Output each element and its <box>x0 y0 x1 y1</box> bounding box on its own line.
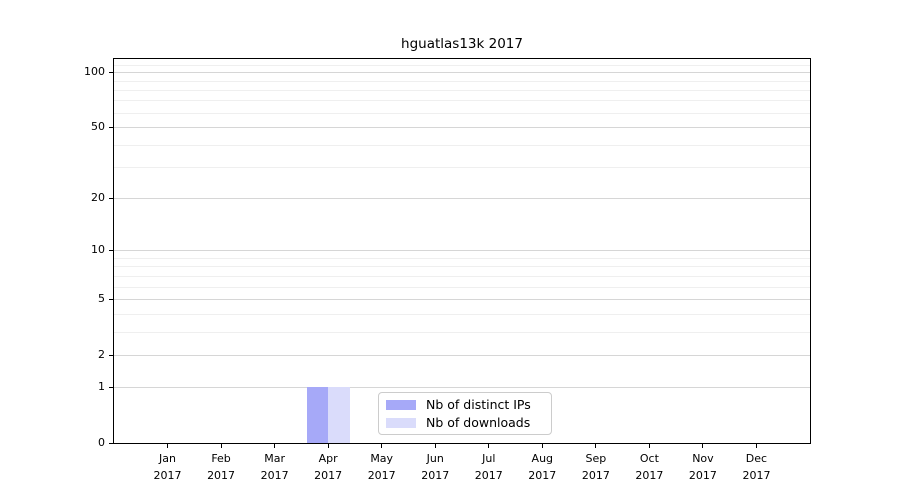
y-tick-mark <box>109 387 113 389</box>
y-tick-mark <box>109 72 113 74</box>
x-tick-label: Jan 2017 <box>138 450 198 484</box>
gridline-minor <box>114 313 810 315</box>
gridline-major <box>114 354 810 356</box>
x-tick-mark <box>488 444 490 448</box>
x-tick-mark <box>434 444 436 448</box>
x-tick-label: Feb 2017 <box>191 450 251 484</box>
x-tick-mark <box>167 444 169 448</box>
x-tick-mark <box>327 444 329 448</box>
y-tick-label: 100 <box>84 65 105 79</box>
plot-area <box>113 58 811 444</box>
y-tick-mark <box>109 198 113 200</box>
legend-label-distinct-ips: Nb of distinct IPs <box>426 397 531 412</box>
legend-swatch-distinct-ips <box>386 399 416 410</box>
x-tick-mark <box>220 444 222 448</box>
x-tick-label: Sep 2017 <box>566 450 626 484</box>
x-tick-year: 2017 <box>421 469 450 482</box>
gridline-major <box>114 127 810 129</box>
x-tick-year: 2017 <box>528 469 557 482</box>
gridline-major <box>114 387 810 389</box>
x-tick-month: Oct <box>639 452 659 465</box>
x-tick-label: Apr 2017 <box>298 450 358 484</box>
x-tick-month: Nov <box>692 452 714 465</box>
x-tick-year: 2017 <box>260 469 289 482</box>
gridline-minor <box>114 331 810 333</box>
x-tick-label: Nov 2017 <box>673 450 733 484</box>
y-tick-mark <box>109 299 113 301</box>
x-tick-month: May <box>370 452 394 465</box>
y-tick-mark <box>109 250 113 252</box>
gridline-major <box>114 250 810 252</box>
chart-title: hguatlas13k 2017 <box>401 36 523 52</box>
gridline-minor <box>114 266 810 268</box>
gridline-minor <box>114 286 810 288</box>
x-tick-label: Jun 2017 <box>405 450 465 484</box>
gridline-major <box>114 198 810 200</box>
y-tick-label: 5 <box>98 292 105 306</box>
x-tick-year: 2017 <box>367 469 396 482</box>
gridline-minor <box>114 80 810 82</box>
gridline-minor <box>114 64 810 66</box>
gridline-minor <box>114 144 810 146</box>
legend-item-distinct-ips: Nb of distinct IPs <box>386 396 551 414</box>
bar-distinct-ips <box>306 387 329 443</box>
x-tick-label: Oct 2017 <box>619 450 679 484</box>
x-tick-year: 2017 <box>742 469 771 482</box>
y-tick-mark <box>109 127 113 129</box>
gridline-minor <box>114 275 810 277</box>
y-tick-mark <box>109 443 113 444</box>
x-tick-year: 2017 <box>688 469 717 482</box>
y-tick-label: 20 <box>91 191 105 205</box>
gridline-minor <box>114 167 810 169</box>
x-tick-year: 2017 <box>314 469 343 482</box>
x-tick-mark <box>702 444 704 448</box>
x-tick-label: Aug 2017 <box>512 450 572 484</box>
x-tick-mark <box>274 444 276 448</box>
x-tick-label: Dec 2017 <box>726 450 786 484</box>
x-tick-year: 2017 <box>581 469 610 482</box>
x-tick-mark <box>541 444 543 448</box>
x-tick-label: May 2017 <box>352 450 412 484</box>
x-tick-month: Aug <box>531 452 554 465</box>
x-tick-year: 2017 <box>635 469 664 482</box>
gridline-minor <box>114 89 810 91</box>
x-tick-year: 2017 <box>474 469 503 482</box>
x-tick-year: 2017 <box>153 469 182 482</box>
x-tick-month: Dec <box>745 452 768 465</box>
x-tick-month: Apr <box>318 452 338 465</box>
y-tick-label: 50 <box>91 120 105 134</box>
x-tick-label: Jul 2017 <box>459 450 519 484</box>
x-tick-mark <box>381 444 383 448</box>
legend-swatch-downloads <box>386 417 416 428</box>
x-tick-mark <box>648 444 650 448</box>
bar-downloads <box>328 387 350 443</box>
legend-label-downloads: Nb of downloads <box>426 415 531 430</box>
x-tick-mark <box>755 444 757 448</box>
legend: Nb of distinct IPs Nb of downloads <box>378 392 552 435</box>
x-tick-month: Jun <box>426 452 444 465</box>
x-tick-mark <box>595 444 597 448</box>
x-tick-month: Jul <box>482 452 496 465</box>
y-tick-mark <box>109 354 113 356</box>
gridline-minor <box>114 257 810 259</box>
x-tick-year: 2017 <box>207 469 236 482</box>
gridline-major <box>114 299 810 301</box>
y-tick-label: 10 <box>91 243 105 257</box>
y-tick-label: 2 <box>98 347 105 361</box>
x-tick-label: Mar 2017 <box>245 450 305 484</box>
x-tick-month: Mar <box>264 452 285 465</box>
x-tick-month: Feb <box>211 452 231 465</box>
y-tick-label: 0 <box>98 436 105 449</box>
x-tick-month: Sep <box>585 452 607 465</box>
gridline-minor <box>114 100 810 102</box>
legend-item-downloads: Nb of downloads <box>386 414 551 432</box>
gridline-minor <box>114 112 810 114</box>
x-tick-month: Jan <box>159 452 177 465</box>
y-tick-label: 1 <box>98 380 105 394</box>
gridline-major <box>114 72 810 74</box>
